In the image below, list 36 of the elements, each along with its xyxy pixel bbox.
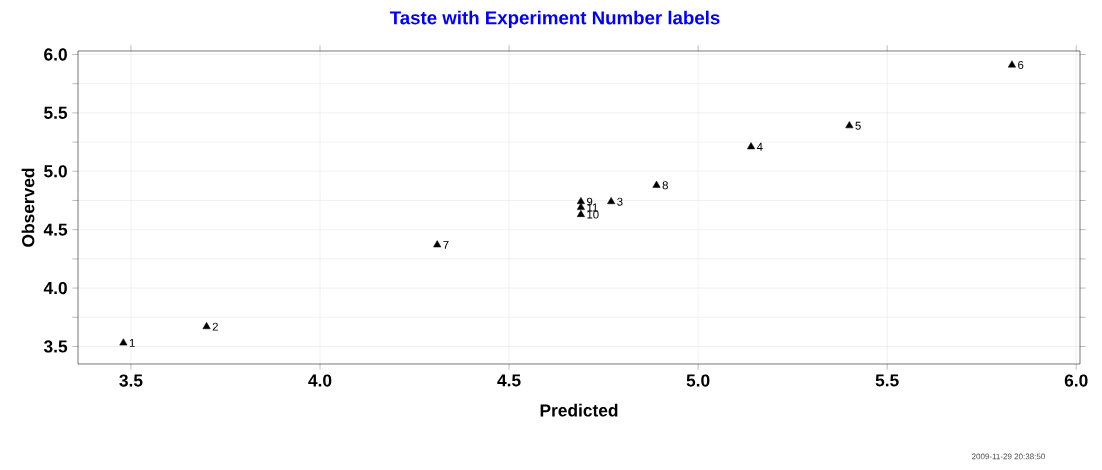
annotation: 5 (855, 121, 861, 130)
x-tick-label: 3.5 (119, 374, 143, 387)
x-axis-title: Predicted (540, 403, 618, 417)
x-tick-label: 4.5 (497, 374, 521, 387)
point (652, 180, 661, 188)
annotation: 8 (662, 181, 668, 190)
annotation: 6 (1018, 61, 1024, 70)
point (845, 121, 854, 129)
point (202, 322, 211, 330)
point (119, 338, 128, 346)
y-tick-label: 4.0 (43, 281, 67, 295)
point (576, 209, 585, 217)
point (1007, 60, 1016, 68)
y-tick-label: 5.5 (44, 106, 68, 119)
point (607, 197, 616, 205)
annotation: 7 (443, 240, 449, 249)
text: 2009-11-29 20:38:50 (972, 453, 1045, 460)
annotation: 2 (212, 322, 218, 331)
annotation: 1 (129, 339, 135, 347)
point (576, 202, 585, 210)
point (747, 142, 756, 150)
y-axis-title: Observed (21, 168, 35, 247)
y-tick-label: 6.0 (44, 48, 67, 61)
x-tick-label: 4.0 (308, 374, 332, 387)
annotation: 4 (756, 142, 763, 151)
y-tick-label: 4.5 (43, 223, 68, 236)
annotation: 3 (617, 197, 623, 206)
x-tick-label: 5.5 (875, 374, 899, 387)
point (433, 240, 442, 248)
annotation: 10 (587, 210, 599, 219)
x-tick-label: 6.0 (1064, 374, 1088, 387)
y-tick-label: 5.0 (44, 165, 67, 178)
point (576, 197, 585, 205)
y-tick-label: 3.5 (43, 340, 68, 353)
chart-title: Taste with Experiment Number labels (389, 10, 720, 29)
x-tick-label: 5.0 (686, 374, 710, 387)
